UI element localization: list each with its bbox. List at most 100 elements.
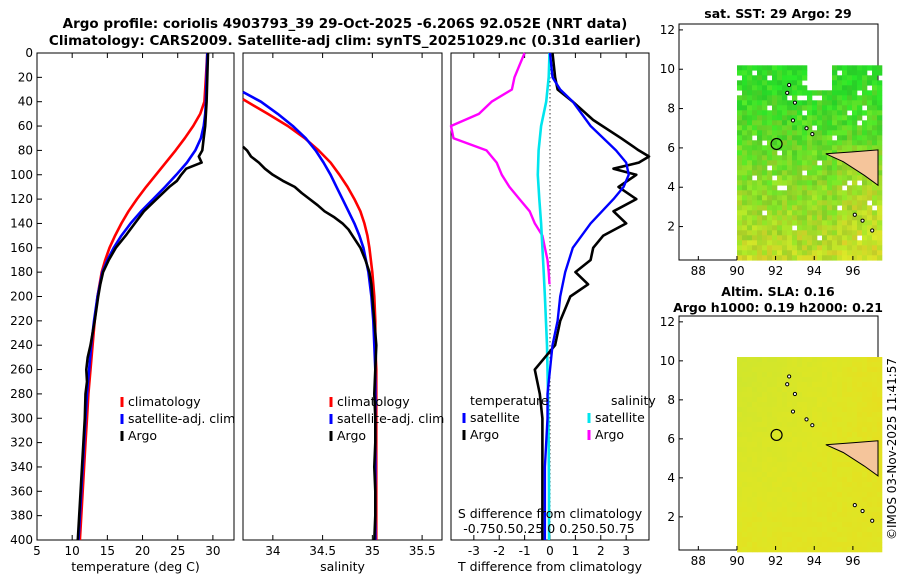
map-field-cell [807, 527, 813, 533]
map-field-cell [817, 392, 823, 398]
map-field-cell [877, 175, 883, 181]
map-field-cell [857, 542, 863, 548]
map-field-cell [842, 220, 848, 226]
top-axis-label: S difference from climatology [458, 506, 643, 521]
map-field-cell [822, 472, 828, 478]
map-field-cell [757, 402, 763, 408]
map-field-cell [737, 205, 743, 211]
map-field-cell [742, 130, 748, 136]
map-field-cell [867, 235, 873, 241]
map-field-cell [752, 215, 758, 221]
map-field-cell [822, 255, 828, 261]
map-field-cell [742, 225, 748, 231]
map-field-cell [787, 230, 793, 236]
map-field-cell [852, 462, 858, 468]
map-field-cell [872, 392, 878, 398]
map-field-cell [782, 427, 788, 433]
map-field-cell [762, 407, 768, 413]
map-field-cell [737, 85, 743, 91]
map-field-cell [807, 160, 813, 166]
map-field-cell [792, 125, 798, 131]
map-field-cell [757, 175, 763, 181]
map-field-cell [877, 442, 883, 448]
map-field-cell [867, 80, 873, 86]
map-field-cell [772, 225, 778, 231]
map-field-cell [857, 502, 863, 508]
map-field-cell [842, 362, 848, 368]
map-field-cell [777, 422, 783, 428]
map-field-cell [877, 477, 883, 483]
map-field-cell [747, 175, 753, 181]
map-field-cell [767, 427, 773, 433]
map-field-cell [852, 245, 858, 251]
legend-title-salinity: salinity [611, 393, 656, 408]
map-field-cell [747, 457, 753, 463]
map-field-cell [767, 402, 773, 408]
map-field-cell [862, 135, 868, 141]
map-field-cell [767, 517, 773, 523]
map-field-cell [827, 487, 833, 493]
map-field-cell [862, 437, 868, 443]
map-field-cell [862, 492, 868, 498]
map-field-cell [797, 185, 803, 191]
map-field-cell [747, 185, 753, 191]
map-field-cell [787, 462, 793, 468]
map-field-cell [742, 422, 748, 428]
map-field-cell [742, 215, 748, 221]
map-field-cell [817, 437, 823, 443]
map-field-cell [767, 477, 773, 483]
map-field-cell [877, 145, 883, 151]
map-field-cell [737, 215, 743, 221]
map-field-cell [762, 240, 768, 246]
map-field-cell [877, 372, 883, 378]
map-field-cell [842, 502, 848, 508]
map-field-cell [792, 482, 798, 488]
map-field-cell [777, 502, 783, 508]
map-field-cell [847, 522, 853, 528]
map-field-cell [797, 442, 803, 448]
map-field-cell [757, 70, 763, 76]
map-field-cell [842, 387, 848, 393]
map-field-cell [792, 90, 798, 96]
map-field-cell [827, 457, 833, 463]
map-field-cell [782, 165, 788, 171]
map-field-cell [737, 170, 743, 176]
map-field-cell [872, 85, 878, 91]
map-field-cell [787, 155, 793, 161]
map-field-cell [827, 437, 833, 443]
map-field-cell [847, 255, 853, 261]
map-field-cell [792, 210, 798, 216]
map-field-cell [822, 372, 828, 378]
map-field-cell [847, 140, 853, 146]
map-field-cell [867, 210, 873, 216]
map-field-cell [812, 462, 818, 468]
map-field-cell [797, 462, 803, 468]
map-field-cell [832, 417, 838, 423]
map-field-cell [807, 447, 813, 453]
map-field-cell [857, 437, 863, 443]
map-field-cell [822, 200, 828, 206]
map-field-cell [782, 472, 788, 478]
map-field-cell [812, 230, 818, 236]
map-field-cell [857, 367, 863, 373]
map-field-cell [822, 517, 828, 523]
map-field-cell [877, 185, 883, 191]
map-field-cell [792, 70, 798, 76]
map-field-cell [812, 250, 818, 256]
map-field-cell [877, 170, 883, 176]
map-field-cell [787, 362, 793, 368]
map-field-cell [762, 377, 768, 383]
map-field-cell [797, 160, 803, 166]
map-field-cell [812, 90, 818, 96]
series-line-argo [242, 145, 378, 541]
map-field-cell [857, 145, 863, 151]
map-field-cell [737, 532, 743, 538]
map-field-cell [842, 472, 848, 478]
map-field-cell [742, 522, 748, 528]
map-field-cell [752, 492, 758, 498]
map-field-cell [847, 482, 853, 488]
map-field-cell [772, 477, 778, 483]
map-field-cell [742, 100, 748, 106]
map-field-cell [772, 537, 778, 543]
map-field-cell [842, 195, 848, 201]
